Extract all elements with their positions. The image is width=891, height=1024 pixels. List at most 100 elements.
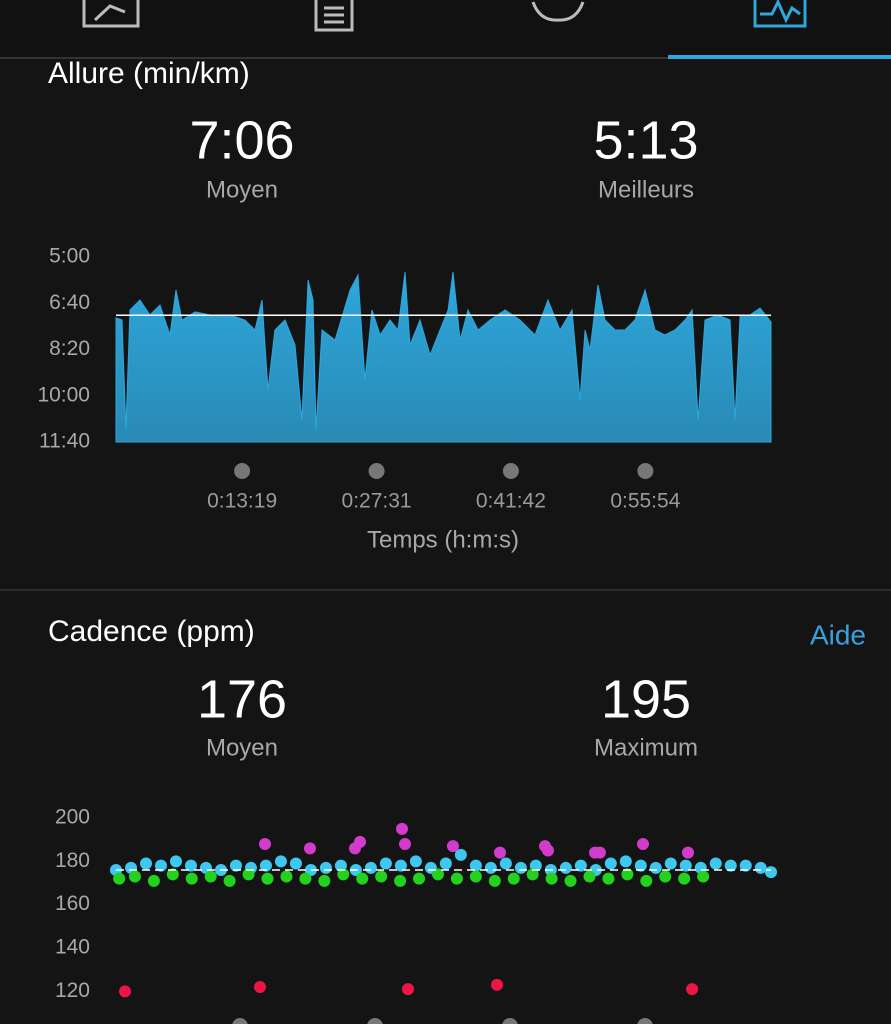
cadence-point	[488, 874, 501, 887]
cadence-point	[469, 859, 482, 872]
cadence-point	[446, 840, 459, 853]
stat-value: 195	[601, 669, 691, 729]
cadence-point	[499, 857, 512, 870]
cadence-point	[739, 859, 752, 872]
y-tick-label: 5:00	[49, 245, 90, 268]
cadence-point	[664, 857, 677, 870]
cadence-point	[564, 874, 577, 887]
cadence-point	[258, 838, 271, 850]
cadence-point	[593, 846, 606, 859]
x-tick-label: 0:55:54	[610, 490, 680, 513]
cadence-point	[659, 870, 672, 883]
cadence-point	[583, 870, 596, 883]
cadence-point	[253, 981, 266, 993]
cadence-point	[431, 868, 444, 881]
stat-label: Meilleurs	[598, 176, 694, 203]
cadence-point	[280, 870, 293, 883]
cadence-point	[636, 838, 649, 850]
cadence-point	[526, 868, 539, 881]
x-tick-label: 0:13:19	[207, 490, 277, 513]
cadence-point	[337, 868, 350, 881]
y-tick-label: 200	[55, 806, 90, 829]
stat-value: 176	[197, 669, 287, 729]
cadence-point	[128, 870, 141, 883]
cut-off-x-ticks	[232, 1018, 653, 1024]
cadence-point	[491, 978, 504, 991]
cadence-point	[439, 857, 452, 870]
x-tick-mark	[234, 463, 251, 479]
cadence-point	[398, 838, 411, 850]
x-tick-label: 0:27:31	[342, 490, 412, 513]
cadence-point	[185, 872, 198, 885]
cadence-point	[401, 983, 414, 996]
stat-label: Moyen	[206, 734, 278, 761]
pace-area	[115, 271, 772, 443]
tab-icon[interactable]	[531, 1, 585, 22]
cadence-point	[379, 857, 392, 870]
cadence-point	[113, 872, 126, 885]
cadence-point	[409, 855, 422, 868]
cadence-point	[450, 872, 463, 885]
cadence-point	[686, 983, 699, 996]
cadence-point	[545, 872, 558, 885]
stat-value: 5:13	[593, 110, 698, 170]
cadence-point	[166, 868, 179, 881]
x-tick-mark	[637, 463, 654, 479]
cadence-point	[602, 872, 615, 885]
x-tick-mark	[502, 463, 519, 479]
y-tick-label: 180	[55, 849, 90, 872]
stat-label: Moyen	[206, 176, 278, 203]
section-title: Allure (min/km)	[48, 57, 250, 90]
cadence-point	[765, 866, 777, 879]
cadence-point	[364, 861, 377, 874]
cadence-point	[154, 859, 167, 872]
cadence-point	[229, 859, 242, 872]
cadence-point	[259, 859, 272, 872]
cadence-point	[139, 857, 152, 870]
help-link[interactable]: Aide	[810, 619, 866, 650]
y-tick-label: 8:20	[49, 337, 90, 360]
cadence-point	[118, 985, 131, 998]
cadence-point	[574, 859, 587, 872]
cadence-point	[184, 859, 197, 872]
stat-label: Maximum	[594, 734, 698, 761]
cadence-point	[454, 848, 467, 861]
cadence-point	[559, 861, 572, 874]
cadence-point	[634, 859, 647, 872]
cadence-point	[395, 822, 408, 835]
y-tick-label: 160	[55, 892, 90, 915]
cadence-point	[724, 859, 737, 872]
y-tick-label: 11:40	[39, 430, 90, 453]
stat-value: 7:06	[189, 110, 294, 170]
cadence-point	[640, 874, 653, 887]
cadence-point	[709, 857, 722, 870]
cadence-point	[469, 870, 482, 883]
cadence-point	[261, 872, 274, 885]
cadence-point	[304, 864, 317, 876]
cadence-point	[242, 868, 255, 881]
cadence-point	[319, 861, 332, 874]
cadence-point	[649, 861, 662, 874]
cadence-point	[375, 870, 388, 883]
cadence-point	[289, 857, 302, 870]
cadence-point	[678, 872, 691, 885]
tab-icon[interactable]	[314, 0, 354, 32]
x-tick-mark	[368, 463, 385, 479]
tab-icon[interactable]	[753, 0, 807, 28]
cadence-point	[754, 861, 767, 874]
cadence-point	[484, 861, 497, 874]
cadence-point	[413, 872, 426, 885]
tab-icon[interactable]	[82, 0, 140, 28]
y-tick-label: 10:00	[37, 383, 90, 406]
cadence-point	[354, 835, 367, 848]
tab-bar	[0, 0, 891, 58]
cadence-point	[681, 846, 694, 859]
cadence-point	[619, 855, 632, 868]
y-tick-label: 140	[55, 936, 90, 959]
cadence-point	[274, 855, 287, 868]
x-tick-label: 0:41:42	[476, 490, 546, 513]
section-title: Cadence (ppm)	[48, 615, 255, 648]
cadence-point	[303, 842, 316, 855]
